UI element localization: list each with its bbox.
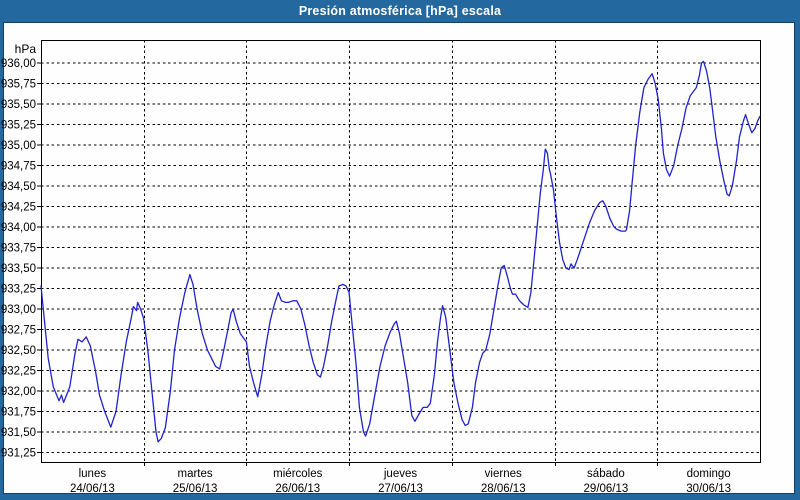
title-bar: Presión atmosférica [hPa] escala bbox=[0, 0, 800, 22]
chart-content-area bbox=[3, 22, 795, 494]
chart-title: Presión atmosférica [hPa] escala bbox=[298, 4, 502, 18]
